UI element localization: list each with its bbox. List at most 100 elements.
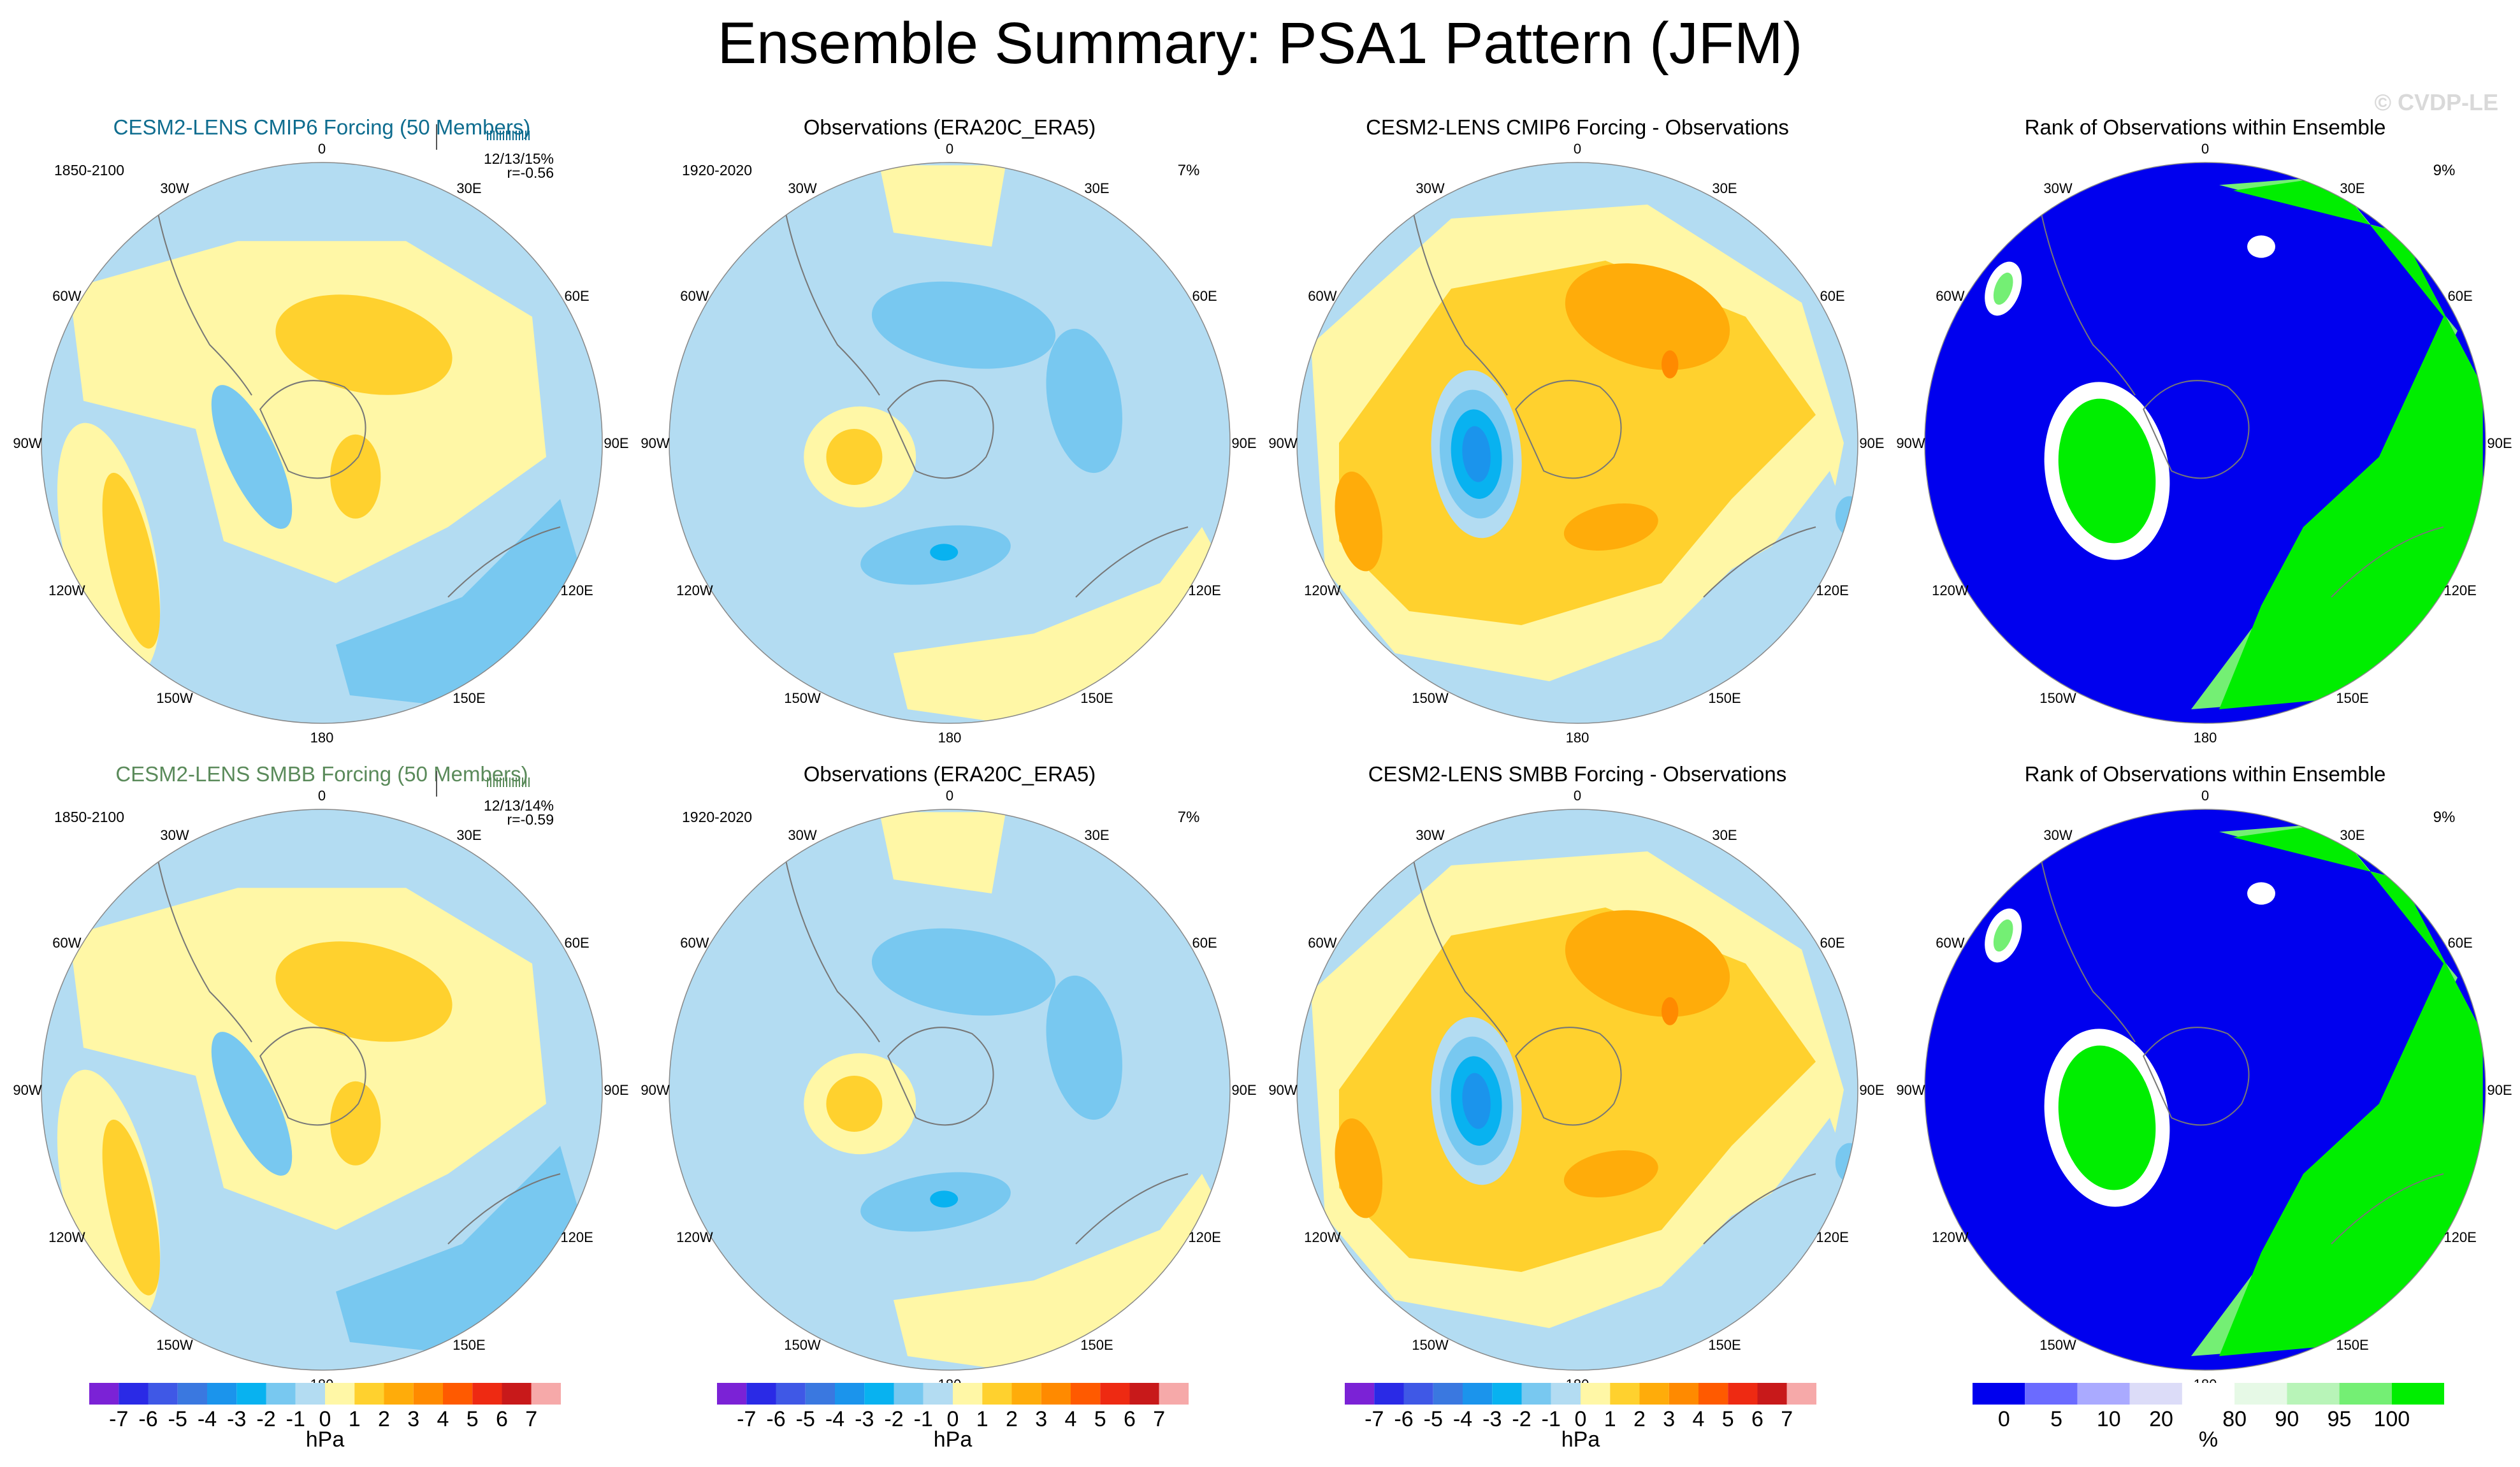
colorbar-swatch: [89, 1383, 119, 1405]
longitude-label: 90W: [1896, 435, 1925, 451]
colorbar-swatch: [1551, 1383, 1581, 1405]
colorbar-swatch: [2234, 1383, 2287, 1405]
positive-anomaly-region: [330, 434, 381, 519]
colorbar-tick-label: 2: [1633, 1407, 1646, 1431]
colorbar-tick-label: -6: [138, 1407, 157, 1431]
longitude-label: 90E: [1859, 435, 1884, 451]
positive-anomaly-region: [102, 1119, 160, 1296]
colorbar-swatch: [531, 1383, 561, 1405]
colorbar-tick-label: -7: [737, 1407, 756, 1431]
south-america-coastline: [153, 837, 252, 1043]
colorbar-swatch: [472, 1383, 502, 1405]
colorbar-tick-label: 4: [437, 1407, 449, 1431]
colorbar-swatch: [325, 1383, 355, 1405]
negative-anomaly-region: [871, 281, 1056, 369]
colorbar-tick-label: 6: [496, 1407, 508, 1431]
colorbar-tick-label: -1: [286, 1407, 305, 1431]
colorbar-tick-label: 90: [2275, 1407, 2299, 1431]
longitude-label: 150E: [2336, 1337, 2368, 1353]
colorbar-tick-label: -2: [1512, 1407, 1531, 1431]
negative-anomaly-region: [1462, 426, 1491, 482]
longitude-label: 90E: [2487, 1082, 2512, 1098]
longitude-label: 30W: [160, 827, 189, 843]
map-boundary: [41, 809, 603, 1371]
pct-variance-label: 9%: [2433, 162, 2456, 179]
longitude-label: 150E: [1708, 1337, 1741, 1353]
colorbar-tick-label: -6: [1394, 1407, 1413, 1431]
colorbar-swatch: [2391, 1383, 2444, 1405]
rank-above-95-region: [2219, 823, 2483, 1356]
negative-anomaly-region: [1835, 1143, 1858, 1183]
longitude-label: 120W: [1932, 582, 1969, 598]
positive-anomaly-region: [275, 941, 453, 1042]
longitude-label: 0: [2201, 788, 2209, 804]
rank-above-95-region: [2219, 177, 2483, 709]
colorbar-tick-label: -1: [914, 1407, 933, 1431]
positive-anomaly-region: [275, 294, 453, 395]
longitude-label: 90W: [13, 1082, 41, 1098]
longitude-label: 60W: [52, 288, 81, 304]
colorbar-swatch: [1973, 1383, 2025, 1405]
longitude-label: 60E: [1820, 935, 1845, 951]
longitude-label: 150W: [2039, 1337, 2076, 1353]
longitude-label: 0: [2201, 141, 2209, 157]
longitude-label: 150E: [1708, 690, 1741, 706]
longitude-label: 90E: [1231, 435, 1256, 451]
longitude-label: 90E: [1859, 1082, 1884, 1098]
colorbar-tick-label: -2: [256, 1407, 275, 1431]
colorbar-tick-label: 95: [2328, 1407, 2352, 1431]
panel-title: Rank of Observations within Ensemble: [2025, 115, 2386, 139]
rank-above-90-region: [1993, 272, 2013, 305]
positive-anomaly-region: [102, 472, 160, 649]
longitude-label: 60E: [2448, 935, 2473, 951]
colorbar-swatch: [1786, 1383, 1816, 1405]
australia-coastline: [1703, 1173, 1816, 1245]
south-america-coastline: [2036, 190, 2136, 396]
longitude-label: 60W: [1308, 935, 1336, 951]
positive-anomaly-region: [826, 1076, 883, 1132]
colorbar-swatch: [2182, 1383, 2235, 1405]
panel-title: CESM2-LENS CMIP6 Forcing (50 Members): [113, 115, 531, 139]
colorbar-swatch: [1041, 1383, 1071, 1405]
colorbar-swatch: [1011, 1383, 1041, 1405]
colorbar-swatch: [894, 1383, 923, 1405]
longitude-label: 120E: [560, 1229, 593, 1245]
colorbar-swatch: [1071, 1383, 1101, 1405]
colorbar-swatch: [2025, 1383, 2078, 1405]
map-panel-smbb-diff: 030E60E90E120E150E180150W120W90W60W30WCE…: [1268, 762, 1884, 1392]
south-america-coastline: [781, 190, 880, 396]
longitude-label: 90W: [641, 1082, 669, 1098]
colorbar-swatch: [2287, 1383, 2340, 1405]
negative-anomaly-region: [1046, 975, 1122, 1120]
colorbar-swatch: [1639, 1383, 1669, 1405]
longitude-label: 150W: [784, 1337, 821, 1353]
antarctica-coastline: [2143, 1027, 2250, 1126]
australia-coastline: [2331, 526, 2444, 598]
colorbar-swatch: [1669, 1383, 1698, 1405]
colorbar-swatch: [413, 1383, 443, 1405]
colorbar-swatch: [266, 1383, 296, 1405]
longitude-label: 120W: [48, 1229, 85, 1245]
longitude-label: 30E: [2340, 827, 2364, 843]
colorbar-tick-label: 5: [2050, 1407, 2062, 1431]
longitude-label: 30E: [1084, 180, 1109, 196]
pct-variance-label: 12/13/15%: [484, 150, 554, 167]
colorbar-swatch: [864, 1383, 894, 1405]
map-boundary: [1296, 809, 1858, 1371]
colorbar-unit: %: [2199, 1427, 2218, 1452]
negative-anomaly-region: [930, 544, 959, 561]
longitude-label: 120E: [1188, 1229, 1220, 1245]
colorbar-swatch: [923, 1383, 953, 1405]
colorbar-swatch: [443, 1383, 473, 1405]
negative-anomaly-region: [211, 385, 293, 529]
antarctica-coastline: [887, 1027, 994, 1126]
south-america-coastline: [1408, 190, 1508, 396]
positive-anomaly-region: [1563, 503, 1658, 551]
rank-above-95-region: [2058, 398, 2156, 544]
longitude-label: 60E: [565, 935, 590, 951]
period-label: 1920-2020: [682, 809, 752, 825]
period-label: 1920-2020: [682, 162, 752, 178]
rank-mid-region: [2247, 235, 2275, 258]
longitude-label: 0: [318, 141, 326, 157]
page-title: Ensemble Summary: PSA1 Pattern (JFM): [717, 11, 1803, 76]
